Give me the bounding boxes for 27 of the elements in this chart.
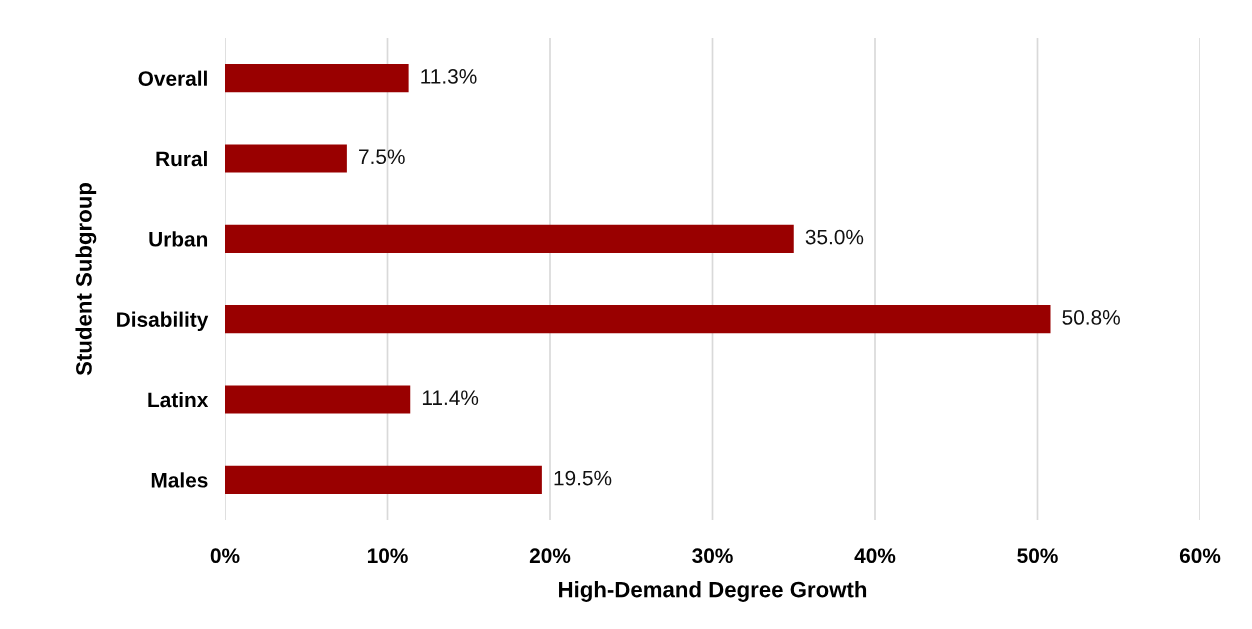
y-tick-label: Latinx xyxy=(148,391,209,408)
bar xyxy=(225,144,347,173)
data-label: 35.0% xyxy=(805,229,864,245)
data-label: 19.5% xyxy=(554,470,612,486)
data-label: 50.8% xyxy=(1062,310,1120,325)
bar xyxy=(225,224,794,253)
data-label: 7.5% xyxy=(359,149,405,165)
bar xyxy=(225,385,411,414)
bar xyxy=(225,64,409,93)
bar xyxy=(225,465,542,494)
data-label: 11.3% xyxy=(421,69,477,84)
x-tick-label: 20% xyxy=(529,548,571,564)
x-tick-label: 10% xyxy=(367,548,408,564)
x-tick-label: 0% xyxy=(210,548,240,564)
y-tick-label: Males xyxy=(151,472,208,488)
x-tick-label: 60% xyxy=(1179,548,1221,564)
x-axis-title: High-Demand Degree Growth xyxy=(559,581,867,602)
y-axis-title: Student Subgroup xyxy=(75,183,97,376)
y-tick-label: Disability xyxy=(117,311,209,332)
bar xyxy=(225,305,1051,334)
data-label: 11.4% xyxy=(422,390,479,406)
y-tick-label: Rural xyxy=(156,150,207,167)
y-tick-label: Urban xyxy=(149,231,208,247)
x-tick-label: 50% xyxy=(1017,548,1058,564)
x-tick-label: 30% xyxy=(692,548,733,564)
y-tick-label: Overall xyxy=(138,70,207,86)
x-tick-label: 40% xyxy=(854,548,896,564)
